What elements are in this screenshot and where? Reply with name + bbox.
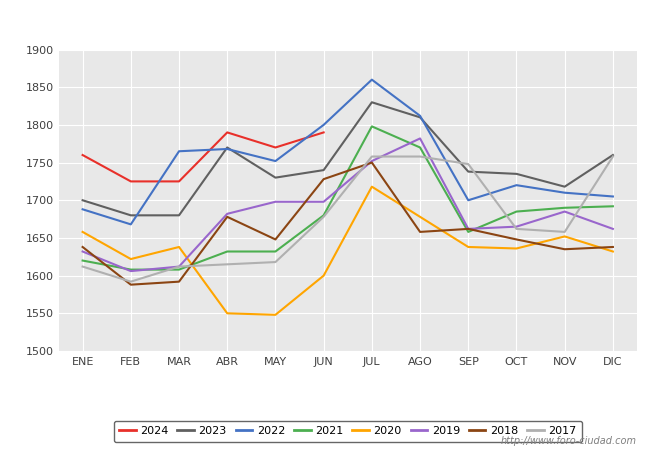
Text: Afiliados en Arenas de San Pedro a 31/5/2024: Afiliados en Arenas de San Pedro a 31/5/…: [94, 11, 556, 29]
Text: http://www.foro-ciudad.com: http://www.foro-ciudad.com: [501, 436, 637, 446]
Legend: 2024, 2023, 2022, 2021, 2020, 2019, 2018, 2017: 2024, 2023, 2022, 2021, 2020, 2019, 2018…: [114, 421, 582, 442]
